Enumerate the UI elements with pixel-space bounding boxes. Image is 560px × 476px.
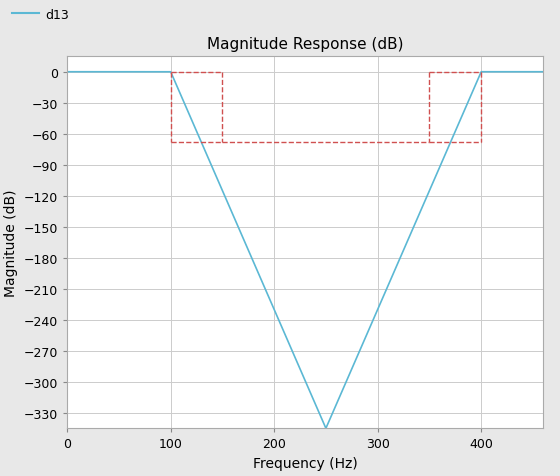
- Legend: d13: d13: [12, 9, 69, 21]
- Title: Magnitude Response (dB): Magnitude Response (dB): [207, 37, 403, 52]
- X-axis label: Frequency (Hz): Frequency (Hz): [253, 456, 358, 470]
- Y-axis label: Magnitude (dB): Magnitude (dB): [4, 189, 18, 297]
